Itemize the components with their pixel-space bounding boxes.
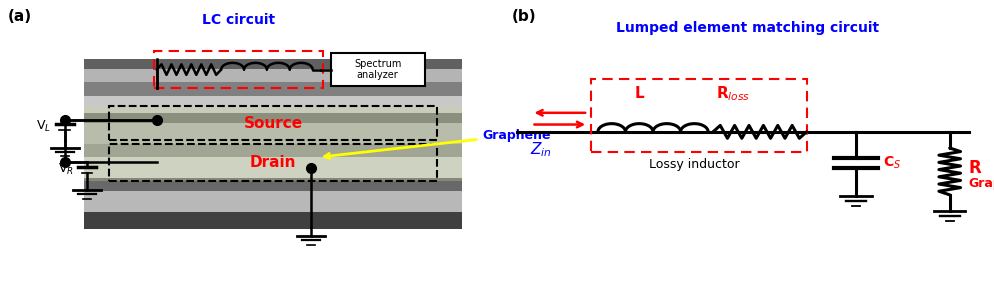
Text: LC circuit: LC circuit (202, 13, 275, 27)
Bar (84, 59, 462, 229)
Bar (84, 106, 462, 181)
Text: R: R (968, 159, 981, 178)
Text: Lumped element matching circuit: Lumped element matching circuit (616, 21, 880, 35)
Text: $Z_{in}$: $Z_{in}$ (531, 140, 553, 159)
Bar (84, 157, 462, 178)
Text: Graphene: Graphene (324, 129, 551, 159)
Text: V$_L$: V$_L$ (36, 119, 52, 134)
Text: C$_S$: C$_S$ (884, 154, 902, 171)
Bar (84, 123, 462, 144)
Bar (84, 96, 462, 113)
Bar (331, 53, 425, 86)
Bar (109, 144, 437, 181)
Text: (b): (b) (512, 9, 537, 24)
Text: (a): (a) (8, 9, 32, 24)
Bar (84, 212, 462, 229)
Text: Lossy inductor: Lossy inductor (648, 158, 740, 171)
Text: Drain: Drain (250, 155, 296, 170)
Bar (84, 69, 462, 82)
Text: R$_{loss}$: R$_{loss}$ (716, 84, 750, 103)
Bar (84, 82, 462, 96)
Text: L: L (635, 86, 644, 101)
Bar (84, 113, 462, 123)
Text: Spectrum
analyzer: Spectrum analyzer (354, 59, 402, 80)
Text: V$_R$: V$_R$ (58, 162, 75, 177)
Text: Graphene: Graphene (968, 177, 994, 190)
Bar (590, 79, 807, 152)
Bar (84, 191, 462, 212)
Text: Source: Source (244, 116, 303, 131)
Bar (84, 144, 462, 157)
Bar (154, 51, 323, 88)
Bar (84, 178, 462, 191)
Bar (84, 59, 462, 69)
Bar (109, 106, 437, 140)
